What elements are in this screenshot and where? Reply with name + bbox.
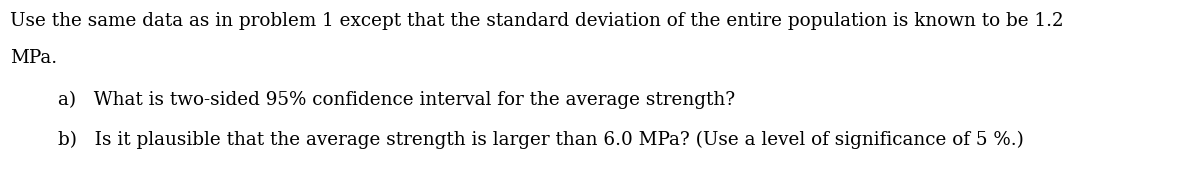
Text: b)   Is it plausible that the average strength is larger than 6.0 MPa? (Use a le: b) Is it plausible that the average stre…	[58, 131, 1024, 149]
Text: a)   What is two-sided 95% confidence interval for the average strength?: a) What is two-sided 95% confidence inte…	[58, 91, 734, 109]
Text: Use the same data as in problem 1 except that the standard deviation of the enti: Use the same data as in problem 1 except…	[10, 12, 1063, 30]
Text: MPa.: MPa.	[10, 49, 56, 67]
